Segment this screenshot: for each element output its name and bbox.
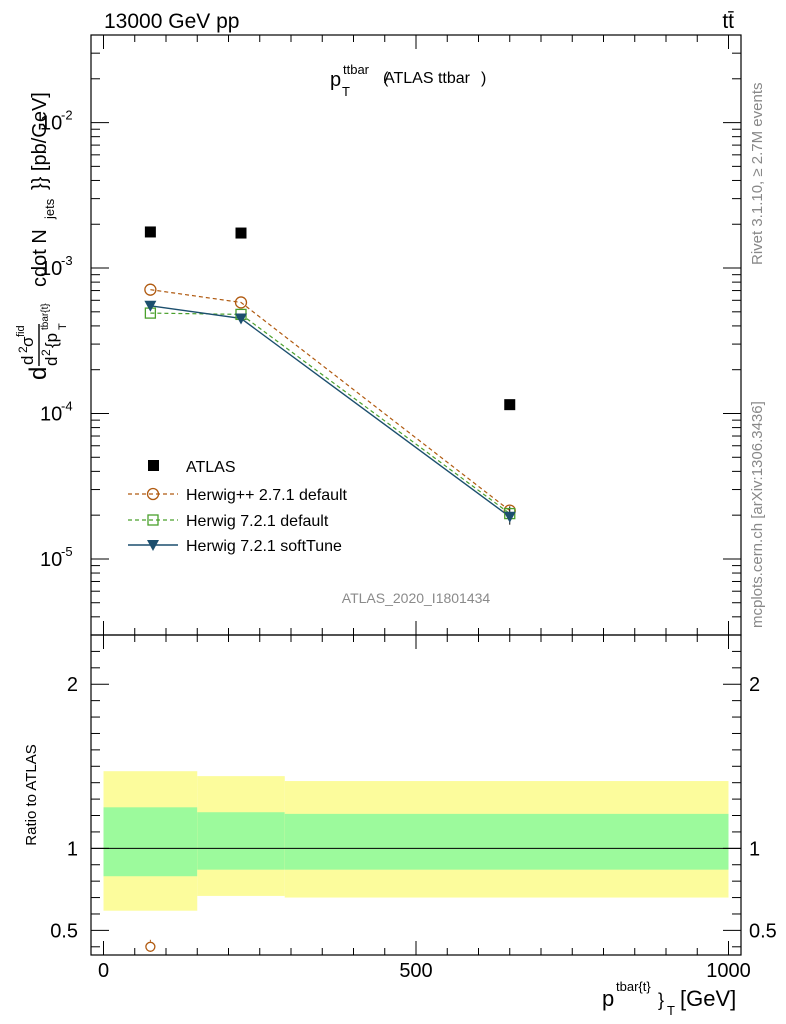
main-y-tick-label: 10 [40,403,62,425]
series-line-2 [150,312,511,515]
legend-label-atlas: ATLAS [186,459,236,476]
mcplots-label: mcplots.cern.ch [arXiv:1306.3436] [749,401,766,628]
svg-text:d: d [25,367,52,380]
main-axes: 10-210-310-410-5 [40,34,742,636]
softtune-point [144,300,157,312]
svg-text:T: T [57,323,69,330]
legend-marker-softtune [147,540,159,551]
legend: ATLAS Herwig++ 2.7.1 default Herwig 7.2.… [128,459,348,555]
main-y-tick-exponent: -5 [61,544,73,559]
svg-text:}: } [658,990,664,1010]
svg-text:2: 2 [39,349,53,356]
svg-text:σ: σ [18,336,37,347]
main-y-tick-exponent: -3 [61,253,73,268]
main-y-tick-label: 10 [40,113,62,135]
ratio-y-tick-label-right: 1 [749,838,760,860]
header-energy: 13000 GeV pp [104,10,239,33]
ylabel-sub: jets [42,198,57,220]
data-markers [144,226,516,525]
legend-label-herwig721: Herwig 7.2.1 default [186,513,329,530]
x-tick-label: 1000 [706,960,751,982]
ratio-axes: 0.5 0.5 1 1 2 2 0 500 1000 [50,634,777,982]
softtune-point [235,313,247,325]
atlas-point [144,226,156,238]
ratio-uncertainty-bands [91,771,741,911]
ratio-y-tick-label: 1 [67,838,78,860]
main-y-tick-label: 10 [40,549,62,571]
main-y-tick-exponent: -4 [61,398,73,413]
svg-text:d: d [42,357,61,366]
legend-marker-atlas [148,460,159,471]
title-paren-close: ) [481,70,486,87]
series-line-1 [150,289,511,512]
ratio-y-tick-label: 0.5 [50,920,78,942]
ratio-band-inner [197,812,285,870]
series-line-3 [150,305,511,518]
ratio-band-inner [284,813,729,870]
ratio-y-tick-label-right: 2 [749,674,760,696]
title-p: p [330,69,341,91]
atlas-point [504,399,516,411]
legend-marker-herwigpp [146,487,160,501]
x-axis-label: p tbar{t} } T [GeV] [602,979,736,1018]
svg-text:p: p [602,986,614,1011]
ratio-y-tick-label-right: 0.5 [749,920,777,942]
ratio-band-inner [103,807,198,877]
main-y-axis-label: d d 2 σ fid d 2 {p tbar{t} T cdot N jets… [15,92,69,380]
ratio-herwigpp-point [145,941,156,952]
svg-text:fid: fid [15,325,27,337]
header-process: tt̄ [722,10,734,33]
x-tick-label: 0 [98,960,109,982]
svg-text:tbar{t}: tbar{t} [40,303,51,330]
main-y-tick-label: 10 [40,258,62,280]
title-sup: ttbar [343,62,370,77]
main-y-tick-exponent: -2 [61,108,73,123]
softtune-point [503,511,516,523]
legend-marker-herwig721 [147,514,159,526]
svg-text:{p: {p [42,333,61,348]
title-sub: T [342,84,350,99]
x-axis-unit: [GeV] [680,986,736,1011]
ylabel-unit: }} [pb/GeV] [29,92,51,190]
rivet-label: Rivet 3.1.10, ≥ 2.7M events [749,83,766,266]
svg-text:T: T [667,1003,675,1018]
analysis-watermark: ATLAS_2020_I1801434 [342,590,491,606]
svg-text:d: d [18,356,37,365]
title-paren-open: ( [383,70,389,87]
ylabel-cdot: cdot N [29,229,51,287]
herwigpp-point [144,283,157,296]
legend-label-herwigpp: Herwig++ 2.7.1 default [186,487,348,504]
ratio-y-tick-label: 2 [67,674,78,696]
ratio-markers [145,939,156,952]
model-lines [150,289,511,518]
ratio-y-axis-label: Ratio to ATLAS [23,744,40,845]
atlas-point [235,227,247,239]
svg-text:2: 2 [16,346,30,353]
herwigpp-point [234,296,248,309]
legend-label-softtune: Herwig 7.2.1 softTune [186,538,342,555]
x-tick-label: 500 [399,960,432,982]
chart-title: ATLAS ttbar [384,70,471,87]
svg-text:tbar{t}: tbar{t} [616,979,651,994]
